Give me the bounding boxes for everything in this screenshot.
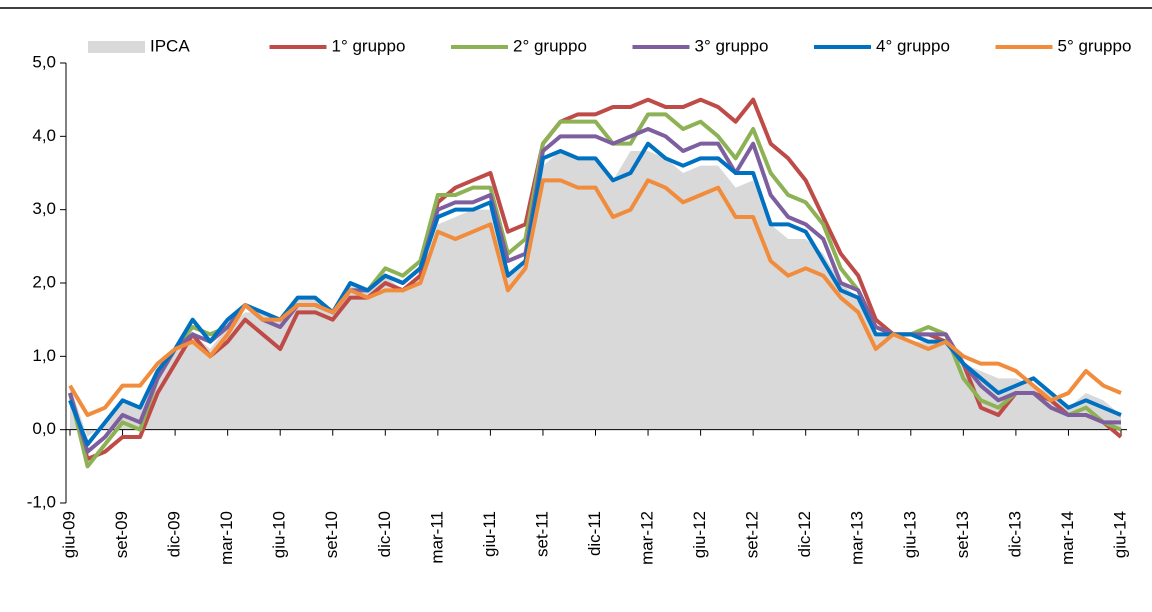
y-tick-label: 2,0 [32, 272, 56, 291]
x-tick-label: mar-10 [217, 511, 236, 565]
x-tick-label: dic-09 [165, 511, 184, 557]
x-tick-label: dic-11 [585, 511, 604, 556]
x-tick-label: set-11 [532, 511, 551, 557]
x-tick-label: set-12 [743, 511, 762, 558]
x-tick-label: dic-12 [795, 511, 814, 557]
area [70, 151, 1121, 437]
x-tick-label: mar-13 [848, 511, 867, 565]
x-tick-label: giu-10 [270, 511, 289, 558]
legend-label: 5° gruppo [1058, 36, 1132, 55]
legend-label: 2° gruppo [513, 36, 587, 55]
y-tick-label: 3,0 [32, 199, 56, 218]
y-tick-label: 0,0 [32, 419, 56, 438]
x-tick-label: giu-11 [480, 511, 499, 557]
x-tick-label: dic-10 [375, 511, 394, 557]
x-tick-label: set-09 [112, 511, 131, 558]
y-tick-label: 5,0 [32, 52, 56, 71]
x-tick-label: mar-14 [1058, 511, 1077, 565]
legend-label: IPCA [150, 36, 190, 55]
legend-label: 4° gruppo [876, 36, 950, 55]
x-tick-label: mar-12 [638, 511, 657, 565]
y-tick-label: -1,0 [27, 492, 56, 511]
x-tick-label: dic-13 [1005, 511, 1024, 557]
line [68, 178, 1122, 417]
x-tick-label: giu-09 [59, 511, 78, 558]
legend-swatch [88, 41, 145, 53]
y-tick-label: 4,0 [32, 126, 56, 145]
x-tick-label: giu-12 [690, 511, 709, 558]
y-tick-label: 1,0 [32, 346, 56, 365]
x-tick-label: set-10 [322, 511, 341, 558]
x-tick-label: giu-13 [900, 511, 919, 558]
legend-label: 3° gruppo [695, 36, 769, 55]
x-tick-label: set-13 [953, 511, 972, 558]
x-tick-label: mar-11 [427, 511, 446, 564]
legend-label: 1° gruppo [332, 36, 406, 55]
x-tick-label: giu-14 [1110, 511, 1129, 558]
